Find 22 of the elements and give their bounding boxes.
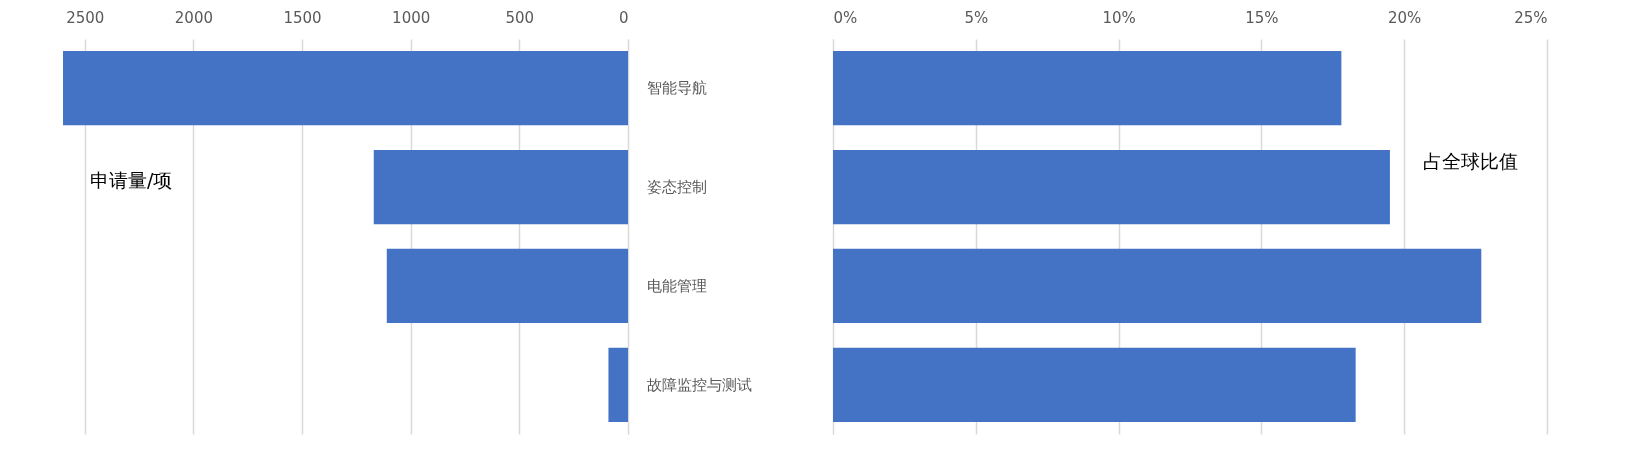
x-tick-label: 0% bbox=[833, 8, 858, 27]
x-tick-label: 15% bbox=[1245, 8, 1279, 27]
bar bbox=[386, 248, 628, 324]
bar bbox=[608, 347, 628, 423]
y-tick-label: 智能导航 bbox=[646, 79, 707, 97]
bar bbox=[373, 149, 628, 225]
x-tick-label: 1500 bbox=[283, 8, 322, 27]
x-tick-label: 500 bbox=[505, 8, 535, 27]
y-tick-label: 电能管理 bbox=[646, 277, 707, 295]
x-tick-label: 0 bbox=[618, 8, 629, 27]
y-tick-label: 姿态控制 bbox=[646, 178, 707, 196]
x-tick-label: 2500 bbox=[66, 8, 105, 27]
annotation: 占全球比值 bbox=[1423, 150, 1518, 172]
annotation: 申请量/项 bbox=[90, 169, 173, 191]
x-tick-label: 2000 bbox=[174, 8, 213, 27]
x-tick-label: 10% bbox=[1102, 8, 1136, 27]
x-tick-label: 1000 bbox=[392, 8, 431, 27]
x-tick-label: 5% bbox=[964, 8, 989, 27]
bar bbox=[63, 50, 628, 126]
y-tick-label: 故障监控与测试 bbox=[646, 376, 752, 394]
x-tick-label: 20% bbox=[1388, 8, 1422, 27]
x-tick-label: 25% bbox=[1514, 8, 1548, 27]
